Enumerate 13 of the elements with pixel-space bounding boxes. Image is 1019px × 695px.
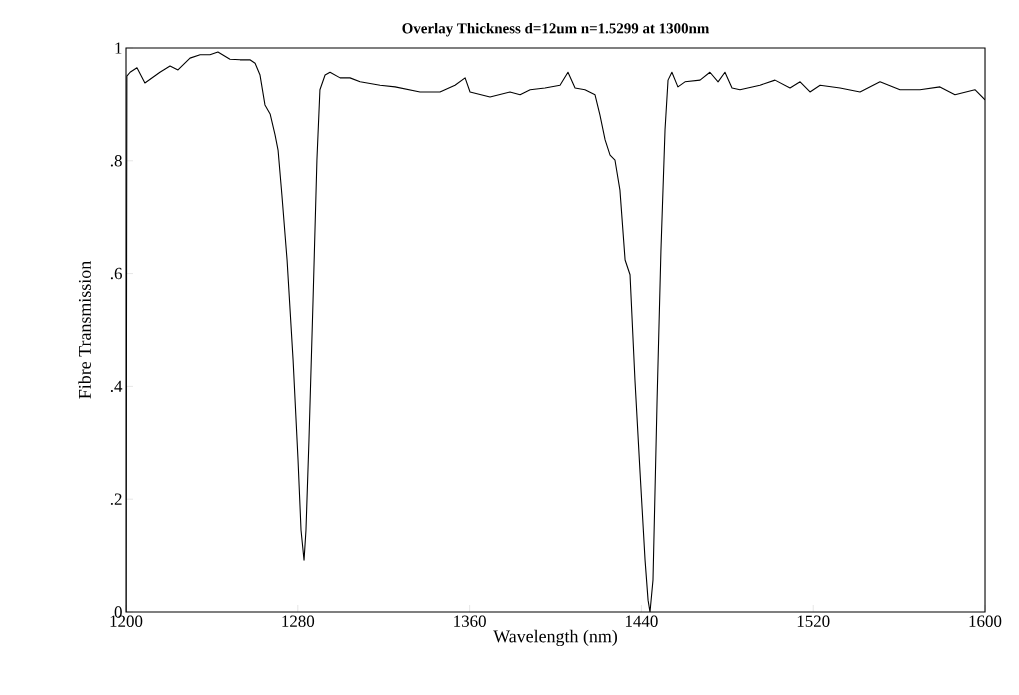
chart-title: Overlay Thickness d=12um n=1.5299 at 1300nm bbox=[402, 22, 710, 37]
y-tick-label: .8 bbox=[110, 155, 122, 167]
x-axis-title: Wavelength (nm) bbox=[493, 629, 617, 647]
y-tick-label: .4 bbox=[110, 380, 123, 393]
x-tick-label: 1360 bbox=[454, 615, 486, 627]
y-tick-label: .6 bbox=[110, 267, 122, 280]
y-axis-title: Fibre Transmission bbox=[78, 261, 91, 399]
x-tick-label: 1520 bbox=[797, 615, 830, 627]
y-tick-label: .2 bbox=[110, 493, 122, 505]
y-tick-label: 1 bbox=[115, 42, 122, 54]
x-tick-label: 1600 bbox=[969, 615, 1002, 627]
x-tick-label: 1440 bbox=[625, 615, 658, 627]
x-tick-label: 1280 bbox=[282, 615, 315, 627]
